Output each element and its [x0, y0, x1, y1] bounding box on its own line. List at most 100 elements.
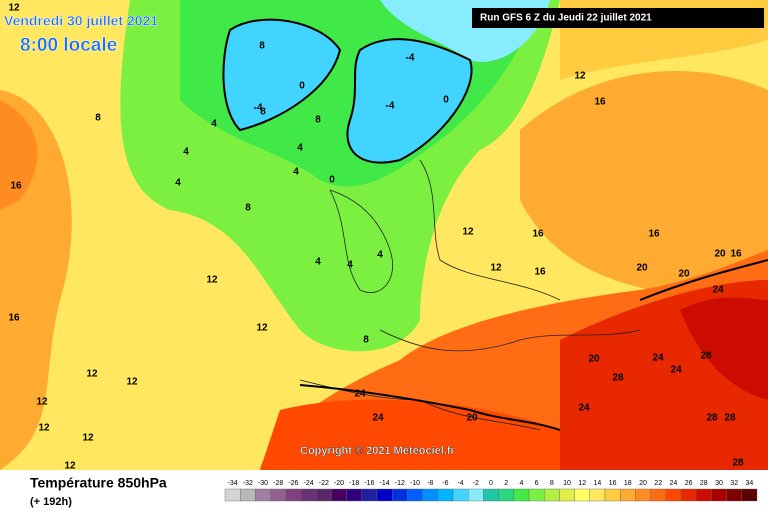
map-value: 20	[466, 413, 478, 424]
scale-label: 4	[519, 480, 523, 487]
map-value: 24	[578, 403, 590, 414]
scale-swatch	[468, 488, 484, 502]
map-value: 24	[354, 389, 366, 400]
map-value: 20	[714, 249, 726, 260]
map-value: 20	[636, 263, 648, 274]
map-value: 4	[175, 178, 181, 189]
scale-swatch	[285, 488, 302, 502]
scale-label: -34	[228, 480, 238, 487]
scale-swatch	[255, 488, 271, 502]
scale-swatch	[635, 488, 651, 502]
map-value: 8	[315, 115, 321, 126]
isotherm-contours	[222, 18, 768, 431]
map-value: 0	[443, 95, 449, 106]
map-value: 28	[724, 413, 736, 424]
map-value: 4	[211, 119, 217, 130]
scale-label: 0	[489, 480, 493, 487]
scale-swatch	[650, 488, 666, 502]
map-value: 12	[256, 323, 268, 334]
map-value: 12	[86, 369, 98, 380]
scale-swatch	[498, 488, 515, 502]
map-value: 16	[534, 267, 546, 278]
scale-swatch	[680, 488, 697, 502]
map-value: 16	[10, 181, 22, 192]
map-value: 4	[315, 257, 321, 268]
map-value: 4	[347, 260, 353, 271]
legend-subtitle: (+ 192h)	[30, 496, 72, 508]
scale-swatch	[528, 488, 545, 502]
scale-swatch	[361, 488, 378, 502]
scale-label: 34	[746, 480, 754, 487]
scale-label: 14	[594, 480, 602, 487]
map-value: 24	[652, 353, 664, 364]
scale-label: -18	[349, 480, 359, 487]
scale-swatch	[604, 488, 621, 502]
run-box	[472, 8, 764, 28]
scale-swatch	[726, 488, 742, 502]
map-value: 24	[712, 285, 724, 296]
map-value: 16	[594, 97, 606, 108]
map-value: 16	[532, 229, 544, 240]
scale-swatch	[376, 488, 393, 502]
scale-label: -20	[334, 480, 344, 487]
copyright: Copyright © 2021 Météociel.fr	[300, 445, 456, 457]
scale-label: 20	[639, 480, 647, 487]
map-value: 28	[732, 458, 744, 469]
scale-label: -10	[410, 480, 420, 487]
scale-swatch	[559, 488, 575, 502]
scale-swatch	[331, 488, 347, 502]
map-value: 16	[648, 229, 660, 240]
scale-label: 26	[685, 480, 693, 487]
scale-label: 8	[550, 480, 554, 487]
scale-label: -26	[288, 480, 298, 487]
scale-label: -4	[457, 480, 463, 487]
map-value: 28	[706, 413, 718, 424]
map-value: 12	[206, 275, 218, 286]
map-value: 28	[612, 373, 624, 384]
color-scale: -34 -32 -30 -28 -26 -24 -22 -20 -18 -16 -14 -12 -10-…	[224, 480, 758, 502]
scale-label: 10	[563, 480, 571, 487]
map-value: 8	[245, 203, 251, 214]
map-value: 12	[36, 397, 48, 408]
scale-swatch	[437, 488, 454, 502]
map-value: 4	[183, 147, 189, 158]
scale-label: 6	[535, 480, 539, 487]
map-value: 0	[299, 81, 305, 92]
scale-label: -8	[427, 480, 433, 487]
map-value: 4	[297, 143, 303, 154]
scale-label: 16	[609, 480, 617, 487]
scale-swatch	[316, 488, 332, 502]
scale-label: -32	[243, 480, 253, 487]
scale-label: 2	[504, 480, 508, 487]
local-time: 8:00 locale	[20, 35, 117, 56]
scale-label: 32	[730, 480, 738, 487]
map-value: 8	[259, 41, 265, 52]
map-value: 12	[38, 423, 50, 434]
scale-label: -28	[273, 480, 283, 487]
map-value: 24	[670, 365, 682, 376]
scale-swatch	[544, 488, 560, 502]
map-labels: 12 16 16 12 12 12 12 12 12 8 8 4 4 4 4 8 8 4 0 -4 -4 -4 0 0 4 4 4 8…	[8, 3, 744, 472]
scale-swatch	[407, 488, 423, 502]
map-value: 12	[126, 377, 138, 388]
scale-label: 28	[700, 480, 708, 487]
map-value: 8	[363, 335, 369, 346]
map-value: 24	[372, 413, 384, 424]
legend-title: Température 850hPa	[30, 475, 167, 491]
map-value: 4	[377, 250, 383, 261]
run-info: Run GFS 6 Z du Jeudi 22 juillet 2021	[480, 13, 652, 24]
scale-swatch	[392, 488, 408, 502]
map-value: 4	[293, 167, 299, 178]
scale-label: -22	[319, 480, 329, 487]
map-value: 0	[329, 175, 335, 186]
map-value: 12	[490, 263, 502, 274]
map-value: 16	[8, 313, 20, 324]
scale-label: 12	[578, 480, 586, 487]
scale-swatch	[483, 488, 499, 502]
scale-label: -12	[395, 480, 405, 487]
map-value: 12	[64, 461, 76, 472]
scale-swatch	[711, 488, 727, 502]
scale-swatch	[346, 488, 363, 502]
map-value: 28	[700, 351, 712, 362]
